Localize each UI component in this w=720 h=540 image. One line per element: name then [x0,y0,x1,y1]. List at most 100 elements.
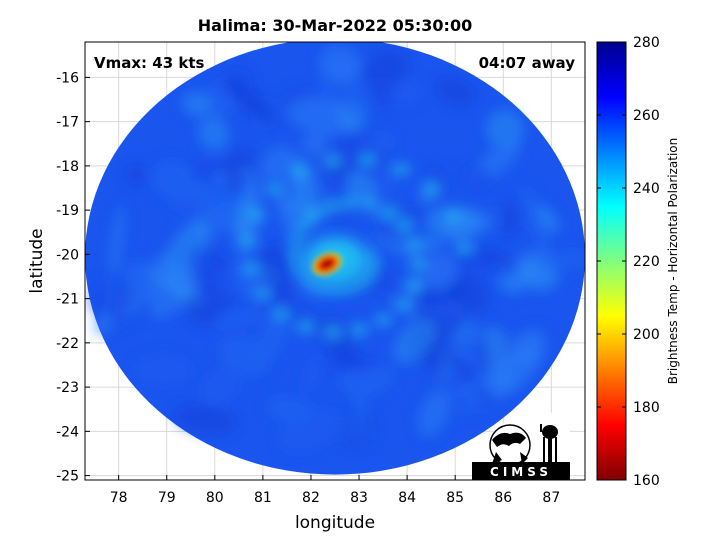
swath-patch [422,206,489,238]
plot-border [84,41,586,481]
swath-patch [536,250,585,272]
y-axis-ticks: -16 -17 -18 -19 -20 -21 -22 -23 -24 -25 [56,70,90,485]
rainband-patch [379,206,398,219]
swath-patch [277,195,296,236]
x-tick-label: 87 [542,490,560,506]
rainband-patch [306,208,325,221]
x-tick-label: 79 [158,490,176,506]
cimss-logo-text: CIMSS [490,465,552,479]
swath-patch [270,295,320,327]
swath-patch [421,253,458,291]
water-tower-icon [540,424,558,463]
swath-texture [88,45,585,454]
swath-patch [188,180,247,220]
colorbar-tick-label: 180 [633,400,660,416]
swath-patch [460,164,493,192]
swath-patch [485,109,524,150]
colorbar-tick-label: 160 [633,473,660,489]
x-axis-ticks: 78 79 80 81 82 83 84 85 86 87 [110,475,560,506]
swath-patch [218,336,270,377]
y-tick-label: -21 [56,292,79,308]
rainband-patch [392,163,411,176]
swath-patch [286,97,356,136]
swath-patch [389,78,422,106]
rainband-patch [341,196,360,209]
rainband-patch [252,287,271,300]
colorbar-tick-label: 280 [633,35,660,51]
rainband-patch [405,237,424,250]
swath-patch [521,186,551,251]
swath-patch [346,170,376,204]
swath-patch [165,221,210,276]
colorbar: 160 180 200 220 240 260 280 Brightness Temp - … [596,35,680,489]
swath-patch [474,247,517,266]
swath-patch [214,311,265,327]
swath-patch [200,363,242,408]
rainband-patch [323,326,342,339]
swath-patch [444,380,480,401]
swath-patch [258,243,294,311]
time-away-label: 04:07 away [479,54,576,72]
swath-patch [370,233,430,260]
swath-patch [483,347,540,397]
swath-patch [462,365,486,418]
x-tick-label: 80 [206,490,224,506]
rainband-patch [361,198,380,211]
rainband-patch [422,182,441,195]
swath-patch [302,356,323,392]
y-tick-label: -25 [56,469,79,485]
rainband-patch [358,154,377,167]
y-tick-label: -19 [56,203,79,219]
colorbar-tick-label: 200 [633,327,660,343]
colorbar-tick-label: 220 [633,254,660,270]
swath-patch [109,205,125,276]
swath-patch [152,160,194,200]
swath-patch [266,396,315,423]
x-tick-label: 84 [398,490,416,506]
colorbar-gradient [596,41,627,481]
x-tick-label: 83 [350,490,368,506]
swath-patch [352,379,369,432]
swath-patch [417,389,451,437]
rainband-patch [444,208,463,221]
swath-patch [111,278,130,332]
rainband-patch [350,323,369,336]
y-tick-label: -17 [56,115,79,131]
x-tick-label: 85 [446,490,464,506]
rainband-patch [272,307,291,320]
swath-patch [224,79,279,126]
rainband-patch [239,235,258,248]
swath-patch [215,265,241,297]
swath-patch [450,354,493,405]
swath-patch [125,164,147,186]
vmax-label: Vmax: 43 kts [94,54,204,72]
swath-patch [536,205,560,233]
y-tick-label: -22 [56,336,79,352]
y-tick-label: -23 [56,380,79,396]
rainband-patch [265,183,284,196]
swath-patch [171,197,201,212]
x-tick-label: 86 [494,490,512,506]
microwave-swath [85,42,585,475]
y-axis-label: latitude [27,228,47,293]
cimss-logo: CIMSS [472,412,570,480]
rainband-patch [247,207,266,220]
colorbar-tick-label: 260 [633,108,660,124]
x-tick-label: 81 [254,490,272,506]
rainband-patch [408,258,427,271]
rainband-patch [374,314,393,327]
x-tick-label: 82 [302,490,320,506]
cold-core [312,252,342,276]
rainband-patch [322,199,341,212]
colorbar-tick-label: 240 [633,181,660,197]
colorbar-ticks: 160 180 200 220 240 260 280 [597,35,660,489]
swath-patch [498,273,525,295]
swath-patch [342,78,374,118]
y-tick-label: -16 [56,70,79,86]
figure-title: Halima: 30-Mar-2022 05:30:00 [198,16,472,35]
swath-patch [182,91,212,117]
rainband-patch [296,320,315,333]
y-tick-label: -18 [56,159,79,175]
rainband-patch [392,298,411,311]
